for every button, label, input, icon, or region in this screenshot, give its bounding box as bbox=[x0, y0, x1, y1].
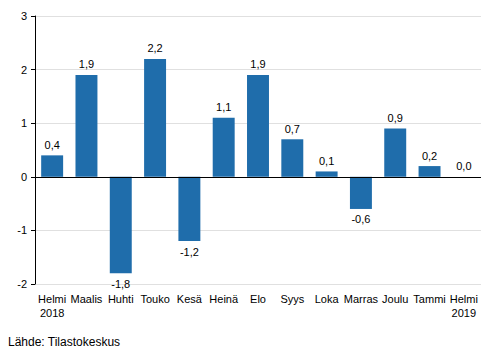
svg-text:-2: -2 bbox=[17, 278, 27, 290]
svg-text:2: 2 bbox=[21, 64, 27, 76]
svg-text:Touko: Touko bbox=[140, 293, 169, 305]
svg-text:-0,6: -0,6 bbox=[351, 213, 370, 225]
svg-text:Huhti: Huhti bbox=[108, 293, 134, 305]
svg-text:0,9: 0,9 bbox=[388, 112, 403, 124]
svg-text:-1,8: -1,8 bbox=[111, 278, 130, 290]
svg-text:2,2: 2,2 bbox=[147, 42, 162, 54]
svg-text:0,4: 0,4 bbox=[45, 139, 60, 151]
svg-text:1,9: 1,9 bbox=[250, 58, 265, 70]
svg-text:Kesä: Kesä bbox=[177, 293, 203, 305]
svg-text:3: 3 bbox=[21, 10, 27, 22]
svg-text:Syys: Syys bbox=[280, 293, 304, 305]
svg-text:-1,2: -1,2 bbox=[180, 246, 199, 258]
svg-text:Helmi: Helmi bbox=[450, 293, 478, 305]
svg-text:-1: -1 bbox=[17, 224, 27, 236]
svg-text:Lähde: Tilastokeskus: Lähde: Tilastokeskus bbox=[8, 335, 120, 349]
svg-text:1,9: 1,9 bbox=[79, 58, 94, 70]
svg-text:1: 1 bbox=[21, 117, 27, 129]
svg-text:0,2: 0,2 bbox=[422, 150, 437, 162]
svg-text:Marras: Marras bbox=[344, 293, 379, 305]
svg-text:Elo: Elo bbox=[250, 293, 266, 305]
svg-text:0: 0 bbox=[21, 171, 27, 183]
svg-text:0,7: 0,7 bbox=[285, 123, 300, 135]
svg-text:0,1: 0,1 bbox=[319, 155, 334, 167]
svg-text:Maalis: Maalis bbox=[71, 293, 103, 305]
svg-text:1,1: 1,1 bbox=[216, 101, 231, 113]
svg-text:2018: 2018 bbox=[40, 307, 64, 319]
svg-text:Helmi: Helmi bbox=[38, 293, 66, 305]
svg-text:0,0: 0,0 bbox=[456, 160, 471, 172]
svg-text:2019: 2019 bbox=[452, 307, 476, 319]
svg-text:Loka: Loka bbox=[315, 293, 340, 305]
svg-text:Heinä: Heinä bbox=[209, 293, 239, 305]
svg-text:Joulu: Joulu bbox=[382, 293, 408, 305]
svg-text:Tammi: Tammi bbox=[413, 293, 445, 305]
